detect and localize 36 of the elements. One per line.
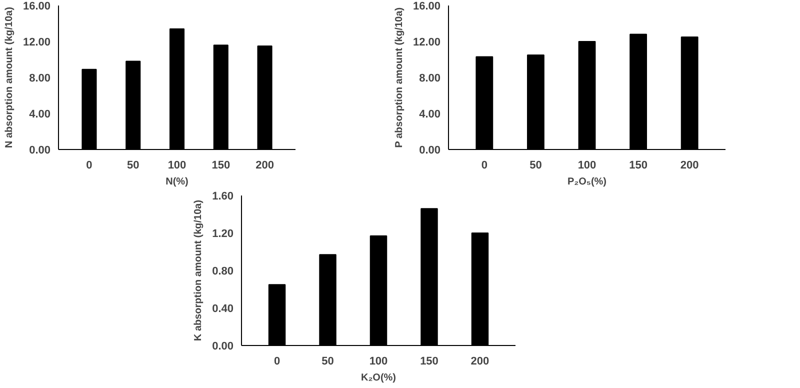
- y-tick-label: 8.00: [419, 72, 441, 84]
- y-axis-title: N absorption amount (kg/10a): [4, 6, 15, 148]
- x-tick-label: 150: [212, 160, 230, 172]
- y-tick-label: 12.00: [412, 36, 441, 48]
- x-tick-label: 150: [420, 356, 438, 368]
- x-tick-label: 50: [530, 160, 542, 172]
- y-axis-title: K absorption amount (kg/10a): [193, 200, 204, 342]
- y-tick-label: 8.00: [29, 72, 51, 84]
- y-tick-label: 4.00: [29, 108, 51, 120]
- y-tick-label: 0.00: [212, 340, 234, 352]
- x-tick-label: 150: [629, 160, 648, 172]
- x-axis-title: N(%): [166, 176, 188, 188]
- y-tick-label: 0.40: [212, 303, 234, 315]
- y-tick-label: 4.00: [419, 108, 441, 120]
- y-tick-label: 1.60: [212, 190, 234, 202]
- x-tick-label: 200: [470, 356, 490, 368]
- x-tick-label: 0: [481, 160, 488, 172]
- x-tick-label: 50: [126, 160, 140, 172]
- y-axis-title: P absorption amount (kg/10a): [394, 7, 405, 148]
- y-tick-label: 0.00: [419, 144, 441, 156]
- x-tick-label: 100: [168, 160, 186, 172]
- x-tick-label: 100: [369, 356, 388, 368]
- y-tick-label: 0.80: [212, 266, 234, 278]
- x-axis-title: K₂O(%): [361, 372, 396, 384]
- x-tick-label: 100: [578, 160, 596, 172]
- x-tick-label: 200: [256, 160, 274, 172]
- y-tick-label: 0.00: [29, 144, 51, 156]
- x-axis-title: P₂O₅(%): [567, 176, 607, 188]
- y-tick-label: 1.20: [212, 228, 234, 240]
- y-tick-label: 16.00: [22, 0, 51, 12]
- x-tick-label: 0: [274, 356, 280, 368]
- y-tick-label: 16.00: [412, 0, 441, 12]
- x-tick-label: 50: [322, 356, 334, 368]
- y-tick-label: 12.00: [22, 36, 51, 48]
- x-tick-label: 0: [86, 160, 92, 172]
- x-tick-label: 200: [680, 160, 699, 172]
